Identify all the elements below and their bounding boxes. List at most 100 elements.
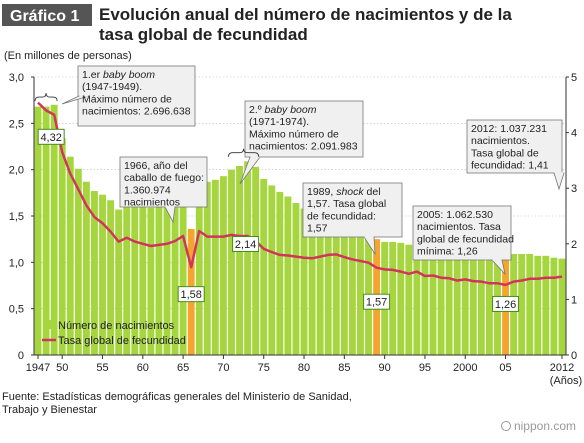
x-tick-label: 70 bbox=[217, 362, 229, 374]
bar-births-1950 bbox=[58, 138, 66, 355]
bar-births-1996 bbox=[429, 242, 437, 355]
bar-births-1980 bbox=[300, 208, 308, 355]
bar-births-1995 bbox=[421, 244, 429, 355]
callout-box bbox=[466, 119, 563, 174]
legend-swatch-births bbox=[44, 320, 53, 329]
callout-box bbox=[302, 182, 403, 238]
bar-births-1982 bbox=[316, 214, 324, 355]
bar-births-2002 bbox=[477, 248, 485, 355]
callout-line: Máximo número de bbox=[82, 93, 172, 105]
nippon-logo: nippon.com bbox=[500, 419, 576, 433]
bar-births-1983 bbox=[324, 215, 332, 355]
right-tick-label: 0 bbox=[571, 350, 577, 362]
right-tick-label: 4 bbox=[571, 128, 577, 140]
bar-births-1994 bbox=[413, 240, 421, 355]
bar-births-1971 bbox=[228, 169, 235, 355]
x-tick-label: 65 bbox=[177, 362, 189, 374]
data-label-box bbox=[492, 295, 520, 312]
callout-line: 1989, shock del bbox=[307, 186, 381, 198]
callout-line: 2005: 1.062.530 bbox=[417, 209, 493, 221]
x-tick-label: 95 bbox=[419, 362, 431, 374]
legend-label-fertility: Tasa global de fecundidad bbox=[58, 335, 186, 347]
nippon-logo-text: nippon.com bbox=[513, 419, 576, 433]
callout-1: 1.er baby boom(1947-1949).Máximo número … bbox=[61, 65, 196, 127]
callout-box bbox=[412, 205, 512, 261]
bar-births-1998 bbox=[445, 243, 453, 355]
bar-births-1991 bbox=[389, 241, 397, 355]
x-tick-label: 2012 bbox=[550, 362, 574, 374]
bar-births-1992 bbox=[397, 242, 405, 355]
nippon-logo-icon bbox=[500, 421, 511, 431]
bar-births-1987 bbox=[357, 229, 364, 355]
fertility-rate-line bbox=[37, 101, 563, 287]
callout-line: nacimientos bbox=[124, 197, 180, 209]
bar-births-2003 bbox=[485, 251, 493, 355]
left-tick-label: 0,5 bbox=[9, 304, 24, 316]
bar-births-1949 bbox=[50, 104, 58, 355]
chart-title-line2: tasa global de fecundidad bbox=[99, 25, 308, 44]
data-label-1966: 1,58 bbox=[180, 289, 201, 301]
callout-tail bbox=[553, 172, 565, 191]
callout-line: 1.360.974 bbox=[124, 184, 171, 196]
data-label-1949: 4,32 bbox=[40, 132, 61, 144]
legend-label-births: Número de nacimientos bbox=[58, 320, 175, 332]
bar-births-2001 bbox=[469, 246, 477, 355]
right-tick-label: 2 bbox=[571, 239, 577, 251]
bar-births-1954 bbox=[91, 190, 98, 355]
callout-line: 1,57 bbox=[307, 223, 328, 235]
left-tick-label: 2,5 bbox=[9, 118, 24, 130]
callout-line: Máximo número de bbox=[249, 128, 339, 140]
bar-births-2000 bbox=[461, 244, 469, 355]
x-tick-label: 60 bbox=[137, 362, 149, 374]
bar-births-1967 bbox=[195, 175, 203, 355]
x-tick-label: 85 bbox=[338, 362, 350, 374]
x-tick-label: 75 bbox=[258, 362, 270, 374]
bar-births-1965 bbox=[179, 186, 187, 355]
left-tick-label: 0 bbox=[18, 350, 24, 362]
x-tick-label: 80 bbox=[298, 362, 310, 374]
left-tick-label: 2,0 bbox=[9, 165, 24, 177]
callout-line: nacimientos: 2.696.638 bbox=[82, 106, 191, 118]
data-label-box bbox=[177, 286, 205, 303]
x-axis-unit-label: (Años) bbox=[550, 375, 582, 387]
x-tick-label: 50 bbox=[56, 362, 68, 374]
chart-title-line1: Evolución anual del número de nacimiento… bbox=[99, 5, 512, 24]
callout-line: Tasa global de bbox=[471, 147, 539, 159]
callout-line: 1,57. Tasa global bbox=[307, 198, 386, 210]
bar-births-1953 bbox=[82, 181, 90, 355]
callout-line: 2.º baby boom bbox=[249, 104, 317, 116]
bar-births-2011 bbox=[550, 257, 558, 355]
callout-line: caballo de fuego: bbox=[124, 172, 204, 184]
bar-births-1979 bbox=[292, 203, 300, 355]
callout-line: 1966, año del bbox=[124, 160, 188, 172]
callout-line: fecundidad: 1,41 bbox=[471, 160, 549, 172]
bar-births-2009 bbox=[534, 255, 542, 355]
data-label-2005: 1,26 bbox=[495, 299, 516, 311]
chart-badge-bg bbox=[2, 4, 92, 26]
bar-births-1958 bbox=[123, 202, 131, 355]
callout-line: nacimientos: 2.091.983 bbox=[249, 141, 358, 153]
bar-births-1952 bbox=[74, 168, 82, 355]
bar-births-1968 bbox=[203, 181, 211, 355]
x-tick-label: 55 bbox=[96, 362, 108, 374]
bar-births-1948 bbox=[42, 106, 50, 355]
bar-births-1975 bbox=[260, 178, 268, 355]
bar-births-1959 bbox=[131, 203, 139, 355]
right-tick-label: 1 bbox=[571, 294, 577, 306]
left-axis-unit-label: (En millones de personas) bbox=[4, 50, 132, 62]
bar-births-1947 bbox=[34, 106, 42, 355]
bar-births-1963 bbox=[163, 201, 171, 355]
bar-births-1951 bbox=[66, 156, 74, 355]
bar-births-1964 bbox=[171, 195, 179, 355]
callout-line: 2012: 1.037.231 bbox=[471, 123, 547, 135]
callout-box bbox=[119, 156, 208, 208]
bar-births-1978 bbox=[284, 196, 292, 355]
birth-fertility-chart: Gráfico 1 Evolución anual del número de … bbox=[2, 4, 582, 387]
bar-births-1984 bbox=[332, 216, 340, 355]
callout-line: 1.er baby boom bbox=[82, 69, 155, 81]
bar-births-1962 bbox=[155, 204, 163, 355]
bar-births-1997 bbox=[437, 244, 445, 355]
